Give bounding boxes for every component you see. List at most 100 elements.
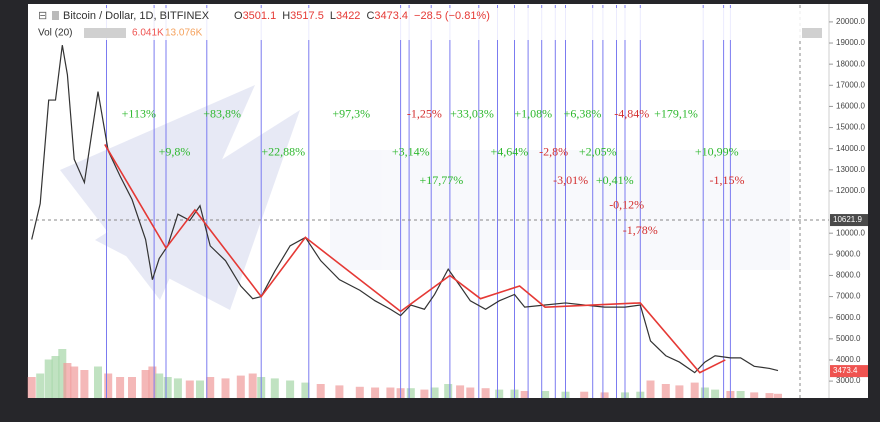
- volume-bar: [173, 378, 182, 398]
- annotation: +6,38%: [564, 107, 602, 121]
- ohlc-value: 3517.5: [290, 10, 324, 22]
- volume-bar: [750, 392, 759, 398]
- volume-bar: [646, 380, 655, 398]
- volume-bar: [661, 384, 670, 398]
- volume-bar: [335, 385, 344, 398]
- annotation: +10,99%: [695, 145, 739, 159]
- annotation: +17,77%: [420, 173, 464, 187]
- volume-bar: [163, 377, 172, 398]
- volume-value: 6.041K: [132, 28, 164, 39]
- header-bg: [32, 8, 812, 40]
- volume-bar: [44, 359, 53, 398]
- y-tick-label: 15000.0: [836, 123, 865, 132]
- crosshair-label-bg: [830, 214, 868, 227]
- volume-bar: [196, 380, 204, 398]
- volume-bar: [206, 377, 215, 398]
- annotation: +0,41%: [596, 173, 634, 187]
- volume-bar: [736, 391, 745, 398]
- volume-bar: [711, 389, 720, 398]
- volume-bar: [406, 388, 415, 398]
- y-tick-label: 4000.0: [836, 355, 861, 364]
- ohlc-label: H: [282, 10, 290, 22]
- y-tick-label: 19000.0: [836, 38, 865, 47]
- y-tick-label: 12000.0: [836, 186, 865, 195]
- annotation: +83,8%: [203, 107, 241, 121]
- volume-bar: [248, 373, 257, 398]
- volume-bar: [520, 391, 529, 398]
- ohlc-label: O: [234, 10, 243, 22]
- volume-bar: [580, 391, 589, 398]
- volume-bar: [444, 384, 453, 398]
- y-tick-label: 18000.0: [836, 59, 865, 68]
- volume-bar: [456, 385, 465, 398]
- y-tick-label: 14000.0: [836, 144, 865, 153]
- volume-bar: [221, 378, 230, 398]
- annotation: +22,88%: [261, 145, 305, 159]
- y-tick-label: 6000.0: [836, 313, 861, 322]
- volume-bar: [148, 366, 157, 398]
- volume-bar: [675, 385, 684, 398]
- annotation: -1,25%: [407, 107, 442, 121]
- y-tick-label: 8000.0: [836, 271, 861, 280]
- volume-bar: [155, 373, 164, 398]
- y-tick-label: 16000.0: [836, 102, 865, 111]
- last-price-label-bg: [830, 365, 868, 378]
- volume-bar: [371, 387, 380, 398]
- volume-bar: [36, 373, 45, 398]
- volume-bar: [600, 392, 609, 398]
- volume-bar: [116, 377, 125, 398]
- volume-bar: [690, 382, 699, 398]
- annotation: +179,1%: [654, 107, 698, 121]
- annotation: +4,64%: [491, 145, 529, 159]
- last-price-label: 3473.4: [833, 366, 858, 375]
- volume-bar: [70, 366, 79, 398]
- volume-bar: [286, 380, 295, 398]
- y-tick-label: 20000.0: [836, 17, 865, 26]
- annotation: -4,84%: [614, 107, 649, 121]
- volume-bar: [420, 389, 429, 398]
- annotation: -1,78%: [623, 223, 658, 237]
- price-line: [31, 45, 779, 374]
- volume-bar: [63, 363, 72, 398]
- volume-label[interactable]: Vol (20): [38, 28, 72, 39]
- volume-bar: [141, 370, 150, 398]
- volume-bar: [58, 349, 67, 398]
- y-tick-label: 17000.0: [836, 80, 865, 89]
- volume-ma-value: 13.076K: [165, 28, 203, 39]
- symbol-icon: [52, 11, 59, 20]
- volume-bar: [466, 387, 475, 398]
- ohlc-value: 3473.4: [374, 10, 408, 22]
- symbol[interactable]: Bitcoin / Dollar, 1D, BITFINEX: [63, 10, 210, 22]
- volume-bar: [301, 382, 310, 398]
- volume-bar: [80, 370, 89, 398]
- volume-bar: [236, 375, 245, 398]
- annotation: +33,03%: [450, 107, 494, 121]
- ohlc-label: L: [330, 10, 336, 22]
- scale-buttons[interactable]: [802, 28, 822, 38]
- annotation: +97,3%: [332, 107, 370, 121]
- volume-bar: [104, 373, 113, 398]
- annotation: +3,14%: [392, 145, 430, 159]
- annotation: +2,05%: [579, 145, 617, 159]
- volume-bar: [27, 377, 36, 398]
- annotation: -2,8%: [539, 145, 568, 159]
- volume-bar: [430, 387, 439, 398]
- volume-bar: [316, 384, 325, 398]
- y-tick-label: 7000.0: [836, 292, 861, 301]
- chart-panel: [28, 4, 868, 398]
- indicator-buttons[interactable]: [84, 28, 126, 38]
- volume-bar: [774, 393, 782, 398]
- annotation: +1,08%: [514, 107, 552, 121]
- annotation: -0,12%: [609, 198, 644, 212]
- annotation: -1,15%: [710, 173, 745, 187]
- volume-bar: [765, 393, 774, 398]
- y-tick-label: 10000.0: [836, 228, 865, 237]
- volume-bar: [481, 388, 490, 398]
- ohlc-value: 3501.1: [243, 10, 277, 22]
- crosshair-label: 10621.9: [833, 215, 862, 224]
- volume-bar: [541, 391, 550, 398]
- annotation: -3,01%: [553, 173, 588, 187]
- y-tick-label: 5000.0: [836, 334, 861, 343]
- collapse-icon[interactable]: ⊟: [38, 10, 47, 22]
